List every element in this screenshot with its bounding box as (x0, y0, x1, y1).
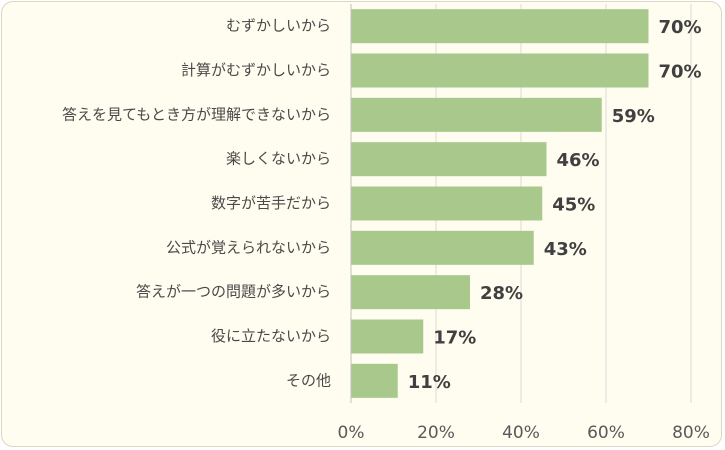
data-label: 11% (408, 372, 451, 393)
category-label: 楽しくないから (226, 150, 331, 168)
bar (351, 275, 470, 310)
data-label: 70% (659, 17, 702, 38)
x-tick-label: 80% (672, 423, 710, 443)
bar (351, 230, 534, 265)
category-label: 数字が苦手だから (211, 194, 331, 212)
bar (351, 363, 398, 398)
category-label: 公式が覚えられないから (166, 238, 331, 256)
category-label: 答えが一つの問題が多いから (136, 283, 331, 301)
bar (351, 319, 424, 354)
x-tick-label: 60% (587, 423, 625, 443)
bar (351, 53, 649, 88)
x-tick-label: 0% (338, 423, 365, 443)
bar (351, 186, 543, 221)
data-label: 43% (544, 239, 587, 260)
bar (351, 142, 547, 177)
data-label: 28% (480, 283, 523, 304)
bar (351, 97, 602, 132)
data-label: 46% (557, 150, 600, 171)
category-label: 役に立たないから (211, 327, 331, 345)
bar (351, 9, 649, 44)
category-label: むずかしいから (226, 17, 331, 35)
category-label: その他 (286, 371, 331, 389)
category-label: 計算がむずかしいから (181, 61, 331, 79)
data-label: 59% (612, 106, 655, 127)
data-label: 45% (552, 195, 595, 216)
x-tick-label: 20% (417, 423, 455, 443)
data-label: 17% (433, 328, 476, 349)
data-label: 70% (659, 62, 702, 83)
x-tick-label: 40% (502, 423, 540, 443)
category-label: 答えを見てもとき方が理解できないから (62, 105, 331, 123)
